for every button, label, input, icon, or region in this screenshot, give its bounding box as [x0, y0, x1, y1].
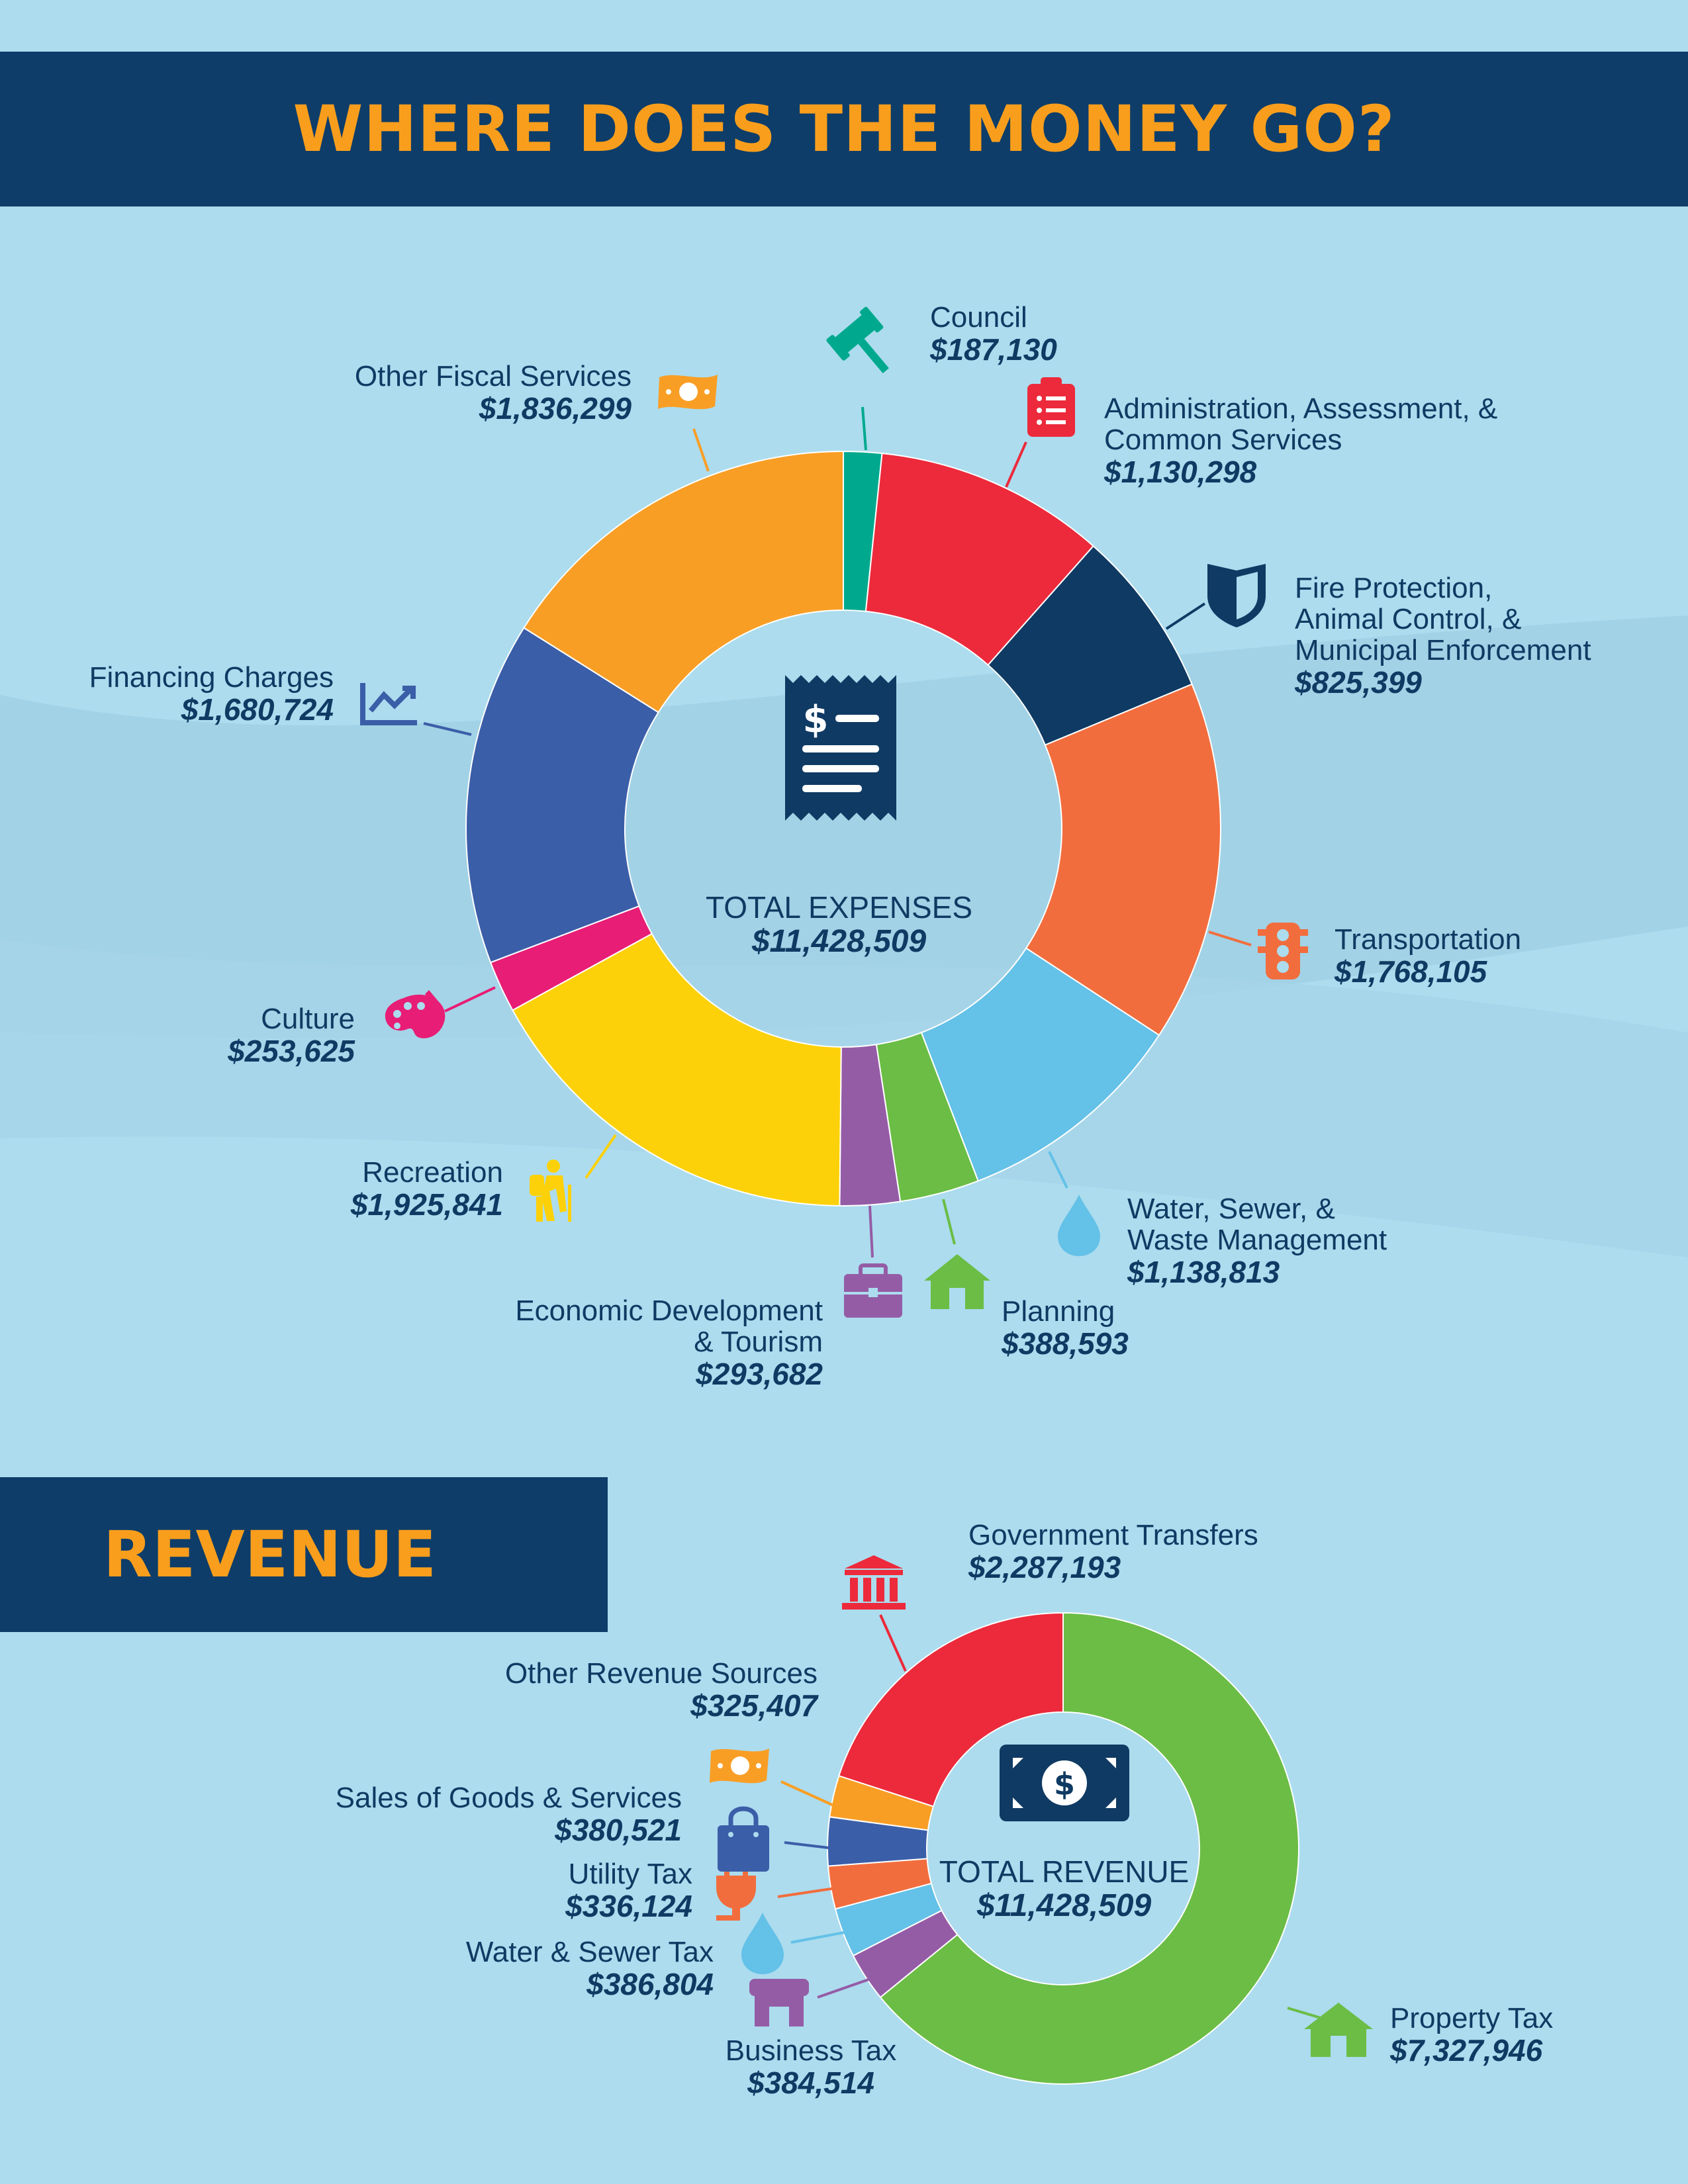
otherrev-leader — [780, 1780, 840, 1809]
label-business: Business Tax $384,514 — [725, 2034, 897, 2100]
clipboard-icon — [1027, 377, 1075, 437]
svg-text:$: $ — [1054, 1766, 1075, 1802]
slice-financing — [465, 627, 660, 964]
label-fire: Fire Protection, Animal Control, & Munic… — [1295, 572, 1591, 700]
label-govt: Government Transfers $2,287,193 — [968, 1519, 1258, 1584]
slice-recreation — [512, 933, 842, 1206]
financing-leader — [423, 722, 472, 736]
palette-icon — [385, 990, 445, 1038]
house-icon — [924, 1254, 990, 1309]
revenue-donut — [827, 1612, 1299, 2085]
sales-leader — [784, 1841, 835, 1850]
water-drop-icon — [741, 1913, 784, 1974]
slice-transport — [1025, 683, 1221, 1036]
culture-leader — [444, 986, 496, 1013]
water-drop-icon — [1058, 1195, 1100, 1256]
revenue-center: TOTAL REVENUE $11,428,509 — [939, 1854, 1190, 1923]
shield-icon — [1207, 564, 1266, 627]
label-property: Property Tax $7,327,946 — [1390, 2002, 1554, 2068]
gavel-icon — [826, 306, 889, 374]
shopping-bag-icon — [718, 1806, 769, 1872]
govt-leader — [879, 1614, 907, 1672]
receipt-icon: $ — [785, 675, 896, 821]
label-council: Council $187,130 — [930, 301, 1057, 367]
admin-leader — [1005, 441, 1027, 488]
label-sales: Sales of Goods & Services $380,521 — [335, 1782, 682, 1847]
label-fiscal: Other Fiscal Services $1,836,299 — [354, 360, 632, 426]
label-planning: Planning $388,593 — [1002, 1295, 1129, 1361]
cash-icon: $ — [1000, 1745, 1129, 1821]
business-leader — [817, 1978, 871, 1999]
water-leader — [1048, 1151, 1068, 1189]
fiscal-leader — [692, 428, 710, 472]
transport-leader — [1208, 931, 1252, 946]
briefcase-icon — [844, 1263, 902, 1318]
traffic-light-icon — [1258, 923, 1308, 979]
watertax-leader — [790, 1931, 845, 1944]
econ-leader — [868, 1205, 874, 1258]
slice-fiscal — [523, 450, 844, 713]
expenses-donut — [465, 450, 1221, 1206]
money-bill-icon — [710, 1749, 769, 1784]
chart-trend-icon — [360, 683, 417, 725]
hiker-icon — [530, 1160, 571, 1222]
utility-leader — [777, 1887, 836, 1898]
label-recreation: Recreation $1,925,841 — [350, 1156, 503, 1222]
storefront-icon — [749, 1979, 809, 2026]
label-utility: Utility Tax $336,124 — [565, 1858, 692, 1923]
slice-property — [879, 1612, 1299, 2085]
house-icon — [1304, 2003, 1373, 2057]
label-water: Water, Sewer, & Waste Management $1,138,8… — [1127, 1193, 1387, 1289]
revenue-title: REVENUE — [103, 1518, 437, 1592]
slice-govt — [838, 1612, 1064, 1807]
council-leader — [861, 406, 867, 451]
fire-leader — [1165, 602, 1206, 630]
svg-text:$: $ — [803, 698, 829, 741]
label-econ: Economic Development & Tourism $293,682 — [515, 1295, 823, 1391]
page-title: WHERE DOES THE MONEY GO? — [293, 92, 1395, 166]
label-financing: Financing Charges $1,680,724 — [89, 661, 334, 727]
label-watertax: Water & Sewer Tax $386,804 — [465, 1936, 714, 2001]
recreation-leader — [585, 1134, 617, 1179]
bank-icon — [842, 1555, 906, 1610]
label-transport: Transportation $1,768,105 — [1335, 923, 1522, 989]
planning-leader — [942, 1199, 956, 1245]
label-otherrev: Other Revenue Sources $325,407 — [504, 1657, 818, 1723]
title-banner — [0, 52, 1688, 206]
label-culture: Culture $253,625 — [228, 1003, 355, 1068]
label-admin: Administration, Assessment, & Common Ser… — [1104, 392, 1498, 489]
expenses-center: TOTAL EXPENSES $11,428,509 — [705, 890, 973, 959]
revenue-banner — [0, 1477, 608, 1632]
money-bill-icon — [658, 375, 718, 410]
